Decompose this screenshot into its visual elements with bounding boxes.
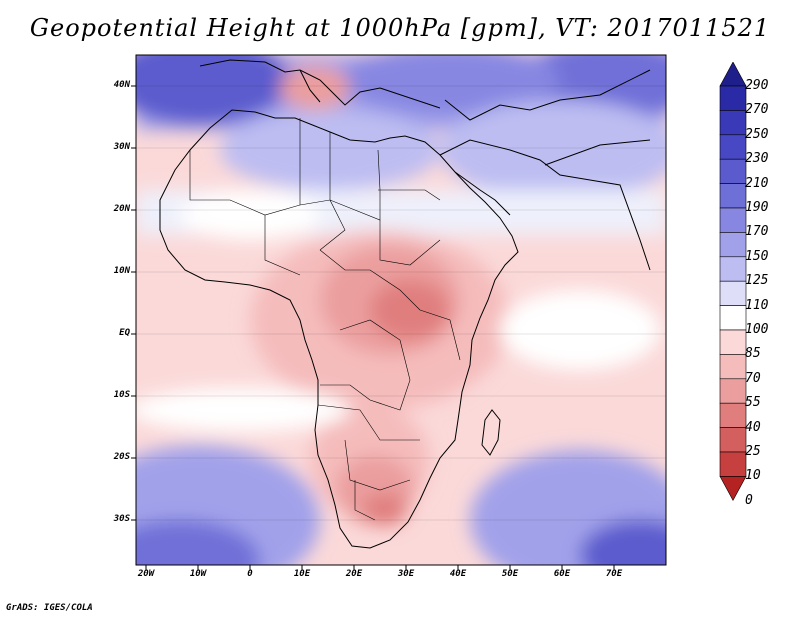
colorbar-swatch [719, 329, 747, 355]
lon-label-70e: 70E [605, 569, 623, 579]
lat-label-40n: 40N [113, 80, 130, 90]
lat-label-30n: 30N [113, 142, 130, 152]
colorbar-level-label: 10 [745, 468, 761, 484]
lat-label-eq: EQ [119, 328, 130, 338]
lat-label-30s: 30S [113, 514, 130, 524]
colorbar-level-label: 125 [745, 273, 769, 289]
colorbar-swatch [719, 256, 747, 282]
plot-frame [135, 54, 667, 566]
colorbar-level-label: 110 [745, 297, 769, 313]
colorbar-level-label: 0 [745, 492, 753, 508]
colorbar-swatch [719, 427, 747, 453]
lon-label-0: 0 [247, 569, 253, 579]
colorbar-swatch [719, 451, 747, 477]
colorbar-swatch [719, 158, 747, 184]
colorbar-swatch [719, 110, 747, 136]
colorbar-level-label: 150 [745, 248, 769, 264]
coastlines [159, 59, 651, 549]
map-title: Geopotential Height at 1000hPa [gpm], VT… [29, 14, 771, 42]
colorbar-swatch [719, 85, 747, 111]
colorbar-swatch [719, 183, 747, 209]
colorbar-swatch [719, 402, 747, 428]
country-borders [189, 118, 461, 521]
colorbar-level-label: 85 [745, 346, 761, 362]
lat-label-20n: 20N [113, 204, 130, 214]
lon-label-20w: 20W [137, 569, 155, 579]
colorbar-swatch [719, 134, 747, 160]
colorbar-level-label: 25 [745, 444, 761, 459]
colorbar-level-label: 290 [745, 78, 769, 93]
colorbar-swatch [719, 378, 747, 404]
graticule [136, 85, 666, 521]
colorbar-level-label: 40 [745, 419, 761, 435]
colorbar-level-label: 190 [745, 200, 769, 215]
lon-label-50e: 50E [501, 569, 519, 579]
colorbar-swatch [719, 232, 747, 258]
colorbar-level-label: 230 [745, 151, 769, 167]
lon-label-60e: 60E [553, 569, 571, 579]
lon-label-20e: 20E [345, 569, 363, 579]
colorbar-swatch [719, 280, 747, 306]
colorbar-level-label: 70 [745, 370, 761, 386]
height-field [136, 55, 666, 565]
lat-label-20s: 20S [113, 452, 130, 462]
lat-label-10s: 10S [113, 390, 130, 400]
colorbar-swatch [719, 305, 747, 331]
colorbar [719, 62, 747, 502]
lat-label-10n: 10N [113, 266, 130, 276]
colorbar-top-arrow [719, 62, 747, 87]
colorbar-swatch [719, 354, 747, 380]
colorbar-swatch [719, 207, 747, 233]
colorbar-level-label: 100 [745, 322, 769, 337]
colorbar-level-label: 270 [745, 102, 769, 118]
lon-label-10e: 10E [293, 569, 311, 579]
lon-label-10w: 10W [189, 569, 207, 579]
lon-label-40e: 40E [449, 569, 467, 579]
lon-label-30e: 30E [397, 569, 415, 579]
colorbar-bottom-arrow [719, 476, 747, 502]
colorbar-level-label: 170 [745, 224, 769, 240]
colorbar-level-label: 210 [745, 175, 769, 191]
credit-text: GrADS: IGES/COLA [6, 603, 93, 613]
axis-ticks [131, 85, 615, 570]
colorbar-level-label: 55 [745, 395, 761, 411]
colorbar-level-label: 250 [745, 126, 769, 142]
